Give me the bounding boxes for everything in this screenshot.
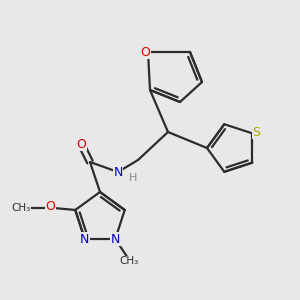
Text: O: O (45, 200, 55, 214)
Text: N: N (111, 232, 120, 245)
Text: S: S (252, 126, 260, 139)
Text: N: N (80, 232, 89, 245)
Text: O: O (76, 137, 86, 151)
Text: CH₃: CH₃ (12, 203, 31, 213)
Text: H: H (129, 173, 137, 183)
Text: O: O (140, 46, 150, 59)
Text: N: N (113, 166, 123, 178)
Text: CH₃: CH₃ (120, 256, 139, 266)
